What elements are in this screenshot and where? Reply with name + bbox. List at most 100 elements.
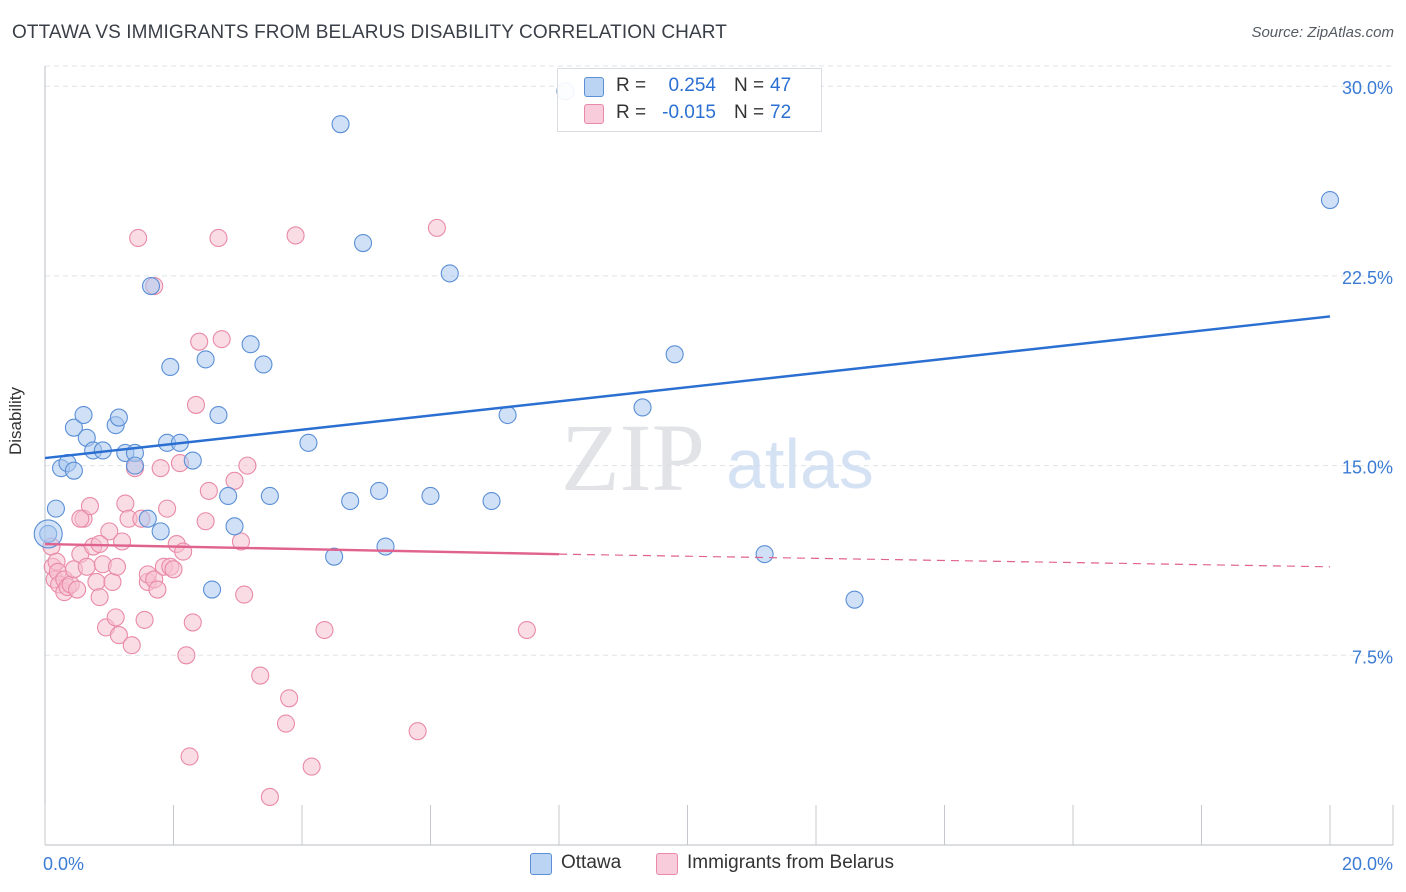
belarus-point (80, 497, 100, 516)
ottawa-point (370, 481, 389, 500)
belarus-point (315, 620, 334, 640)
belarus-point (260, 787, 279, 806)
belarus-point (68, 580, 87, 599)
ottawa-point (353, 233, 373, 253)
ottawa-point-large (33, 519, 63, 549)
bottom-legend-swatch-ottawa (530, 853, 552, 875)
y-tick-label: 15.0% (1342, 458, 1393, 478)
belarus-point (122, 636, 141, 655)
belarus-point (135, 610, 154, 629)
ottawa-point (209, 405, 228, 425)
bottom-legend-label-ottawa: Ottawa (561, 852, 622, 873)
legend-swatch-ottawa (584, 77, 604, 97)
grid-layer (45, 65, 1393, 656)
belarus-point (183, 613, 202, 632)
belarus-point (199, 481, 218, 500)
x-tick-label: 0.0% (43, 854, 84, 874)
points-layer (33, 82, 1340, 806)
legend-r-label: R = (616, 75, 647, 96)
legend-n-label: N = (734, 75, 765, 96)
ottawa-point (125, 456, 144, 475)
ottawa-point (183, 451, 202, 470)
ottawa-point (633, 398, 652, 417)
legend-n-value: 47 (770, 75, 792, 96)
belarus-point (251, 666, 270, 685)
belarus-point (71, 509, 90, 528)
legend-n-label: N = (734, 102, 765, 123)
ottawa-point (498, 405, 517, 425)
belarus-point (408, 722, 427, 741)
belarus-point (286, 226, 305, 245)
ottawa-point (196, 350, 215, 369)
ottawa-point (151, 522, 170, 541)
trend-layer (44, 315, 1331, 568)
legend-r-value: 0.254 (668, 75, 716, 96)
belarus-point (427, 218, 446, 237)
chart-source: Source: ZipAtlas.com (1251, 24, 1394, 41)
x-tick-label: 20.0% (1342, 854, 1393, 874)
belarus-point (276, 714, 295, 733)
ottawa-point (299, 433, 318, 452)
belarus-point (113, 532, 132, 551)
legend-row-belarus: R = -0.015 N = 72 (558, 101, 821, 127)
ottawa-point (755, 545, 774, 564)
belarus-point (77, 557, 96, 576)
belarus-point (177, 646, 196, 665)
belarus-trend-line (44, 542, 560, 556)
ottawa-point (1320, 190, 1340, 210)
watermark: ZIP atlas (561, 404, 874, 511)
belarus-point (158, 499, 177, 518)
axis-layer (44, 66, 1394, 846)
ottawa-point (325, 547, 344, 566)
belarus-point (225, 471, 244, 490)
bottom-legend-swatch-belarus (656, 853, 678, 875)
legend-r-label: R = (616, 102, 647, 123)
belarus-point (186, 395, 206, 414)
ottawa-point (845, 590, 864, 609)
belarus-point (87, 572, 106, 592)
ottawa-point (260, 486, 279, 506)
belarus-point (235, 585, 254, 604)
ottawa-point (376, 537, 395, 556)
ottawa-point (64, 461, 83, 480)
belarus-point (129, 228, 148, 248)
legend-swatch-belarus (584, 104, 604, 124)
bottom-legend-label-belarus: Immigrants from Belarus (687, 852, 894, 873)
belarus-point (238, 456, 257, 475)
bottom-legend-belarus: Immigrants from Belarus (656, 852, 926, 876)
belarus-trend-line (558, 553, 1331, 568)
belarus-point (302, 757, 321, 776)
ottawa-point (203, 580, 222, 599)
ottawa-point (74, 405, 93, 425)
y-axis-title: Disability (6, 386, 25, 455)
tick-labels: 7.5% 15.0% 22.5% 30.0% 0.0% 20.0% (43, 78, 1393, 874)
belarus-point (116, 494, 135, 513)
belarus-point (231, 532, 251, 551)
ottawa-point (138, 509, 157, 528)
ottawa-point (241, 335, 260, 354)
legend-row-ottawa: R = 0.254 N = 47 (558, 74, 821, 100)
belarus-point (164, 560, 183, 579)
belarus-point (100, 522, 119, 541)
belarus-point (106, 608, 125, 627)
ottawa-point (225, 517, 244, 536)
belarus-point (517, 620, 536, 640)
bottom-legend-ottawa: Ottawa (530, 852, 640, 876)
belarus-point (212, 330, 231, 349)
ottawa-point (219, 486, 238, 506)
ottawa-point (141, 276, 161, 296)
belarus-point (148, 580, 167, 599)
ottawa-point (109, 408, 128, 427)
belarus-point (190, 332, 209, 351)
ottawa-point (482, 491, 501, 511)
y-tick-label: 30.0% (1342, 78, 1393, 98)
legend-n-value: 72 (770, 102, 792, 123)
watermark-atlas: atlas (726, 425, 874, 503)
ottawa-point (440, 264, 459, 283)
belarus-point (196, 512, 215, 531)
watermark-zip: ZIP (561, 404, 705, 511)
belarus-point (90, 588, 109, 607)
ottawa-point (46, 499, 65, 518)
belarus-point (151, 459, 170, 478)
